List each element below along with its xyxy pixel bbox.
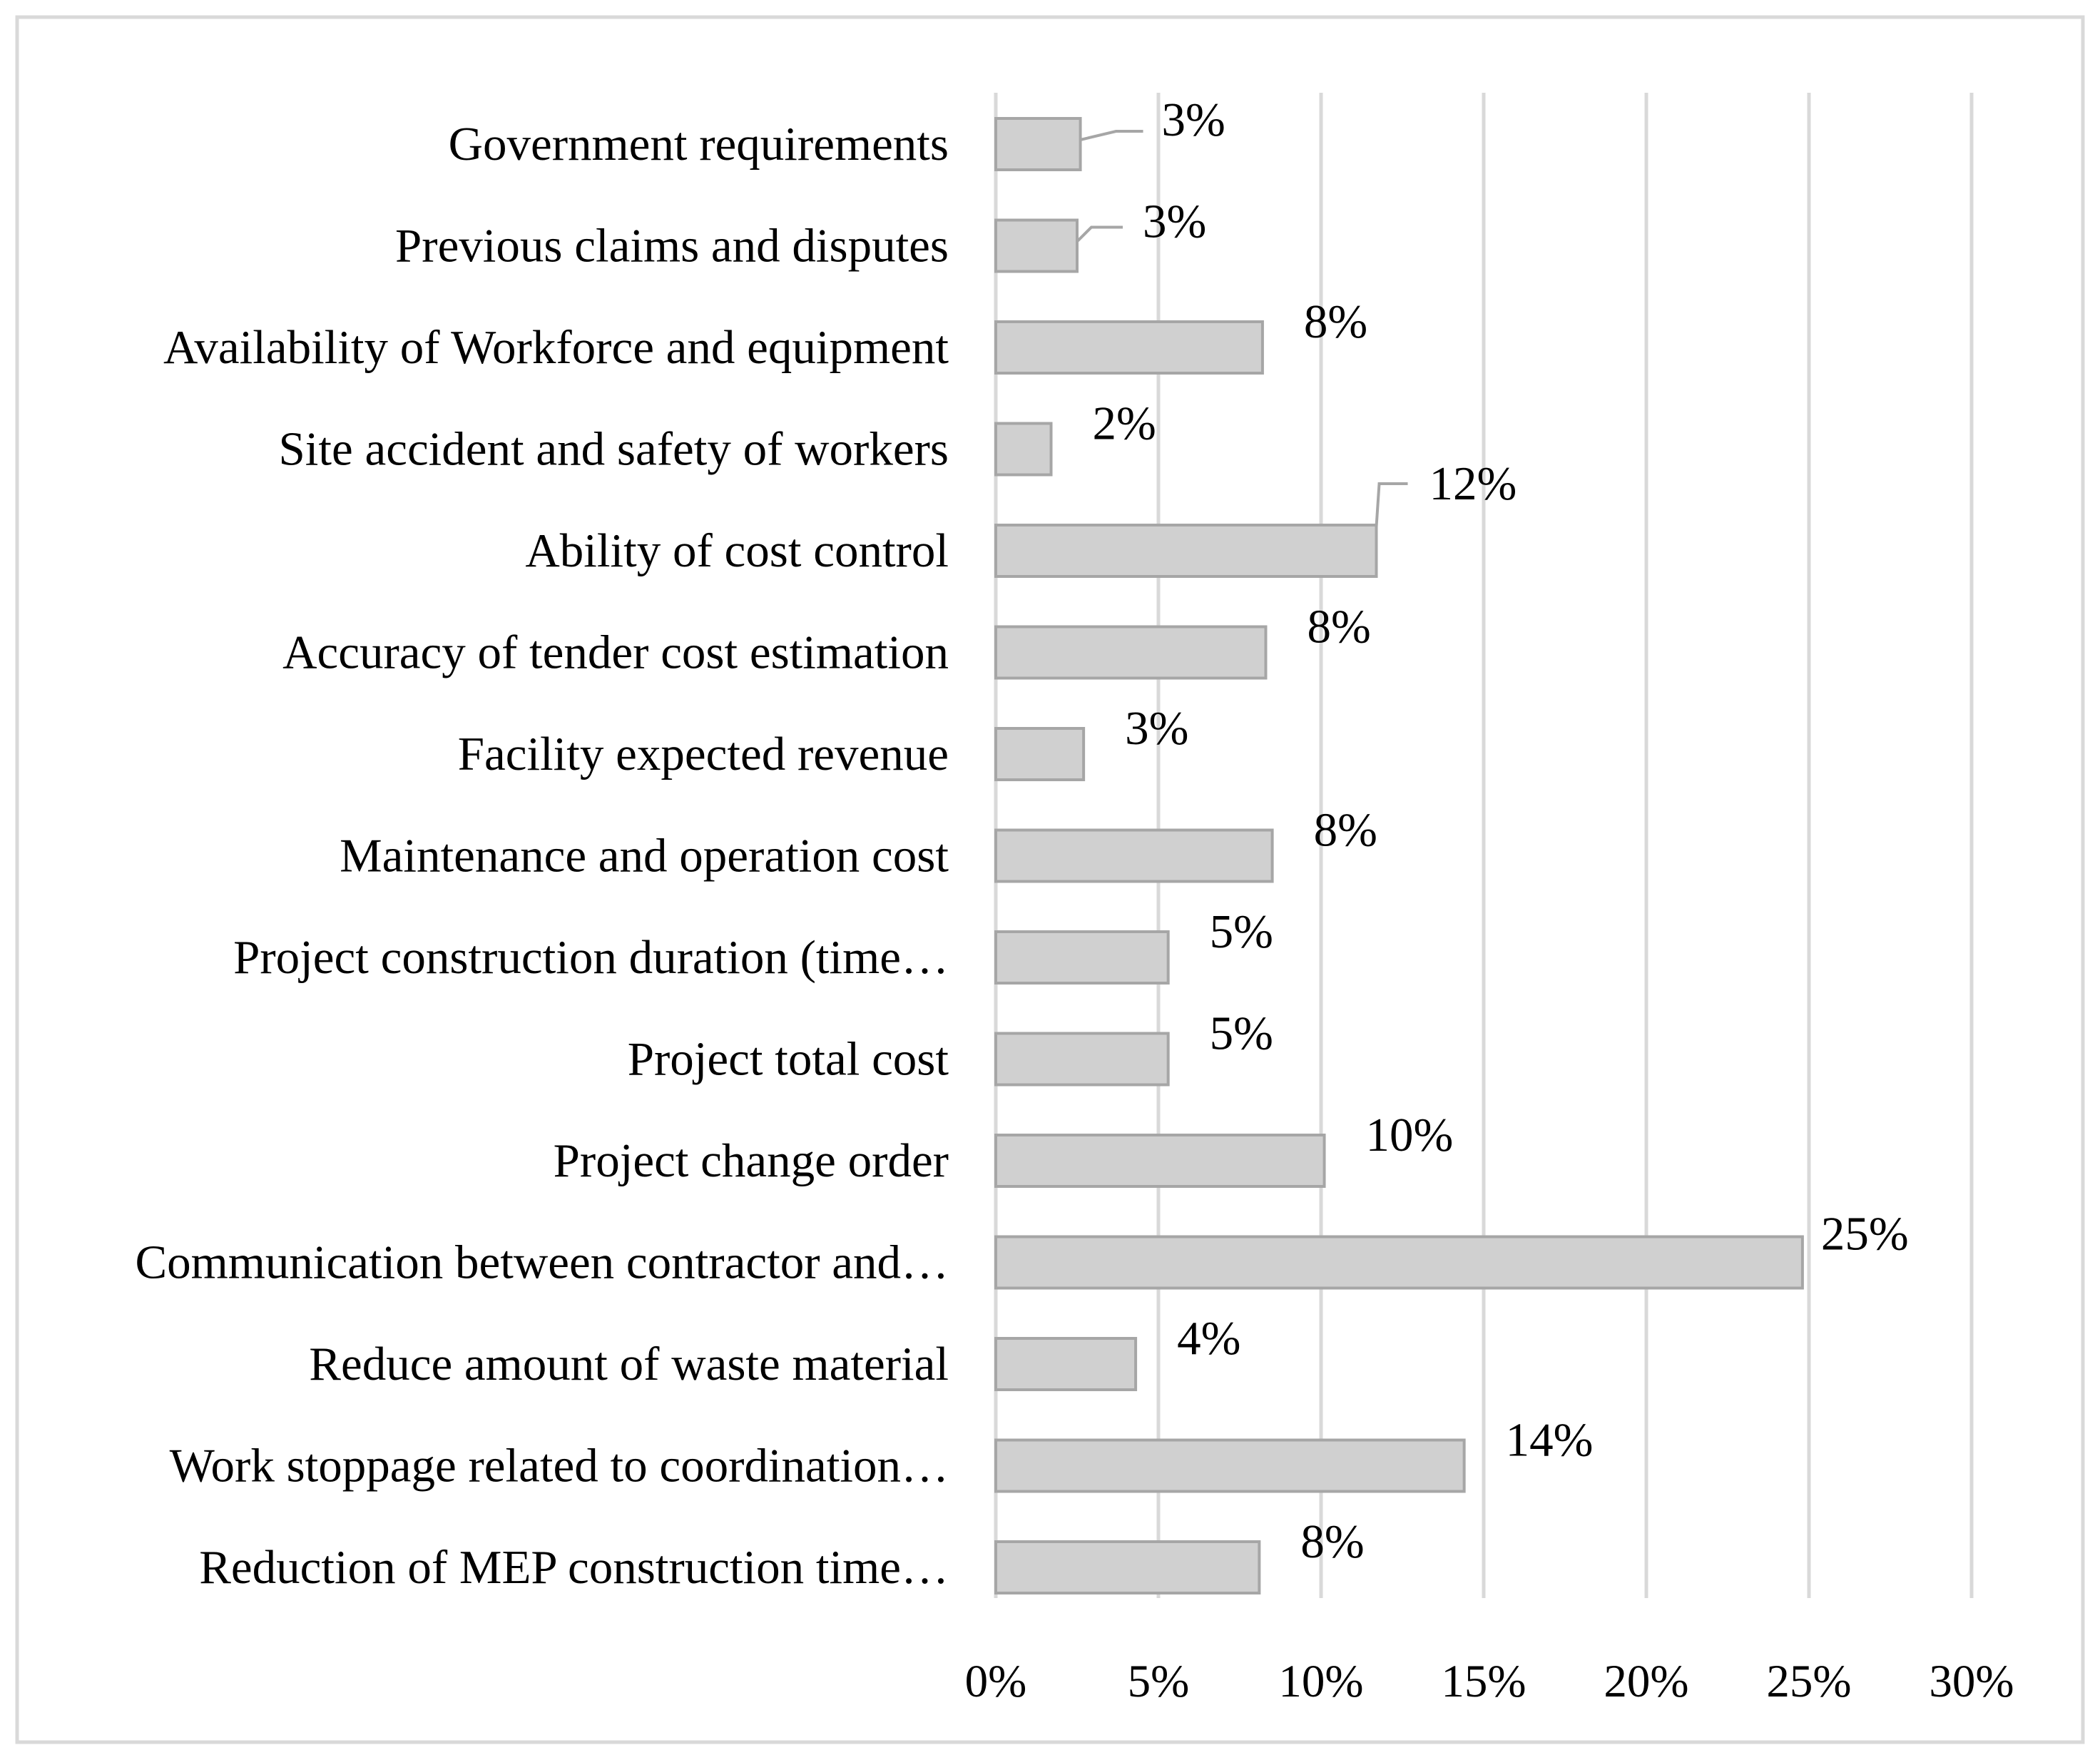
x-tick-label-6: 30% (1929, 1656, 2014, 1707)
data-label-8: 5% (1210, 905, 1273, 958)
category-label-1: Previous claims and disputes (395, 220, 949, 273)
x-tick-label-5: 25% (1766, 1656, 1851, 1707)
x-tick-label-3: 15% (1441, 1656, 1526, 1707)
data-label-0: 3% (1162, 93, 1225, 146)
data-label-12: 4% (1177, 1312, 1240, 1365)
category-label-3: Site accident and safety of workers (278, 423, 949, 476)
data-label-3: 2% (1093, 397, 1156, 450)
bar-6 (994, 727, 1086, 781)
data-label-2: 8% (1304, 295, 1367, 348)
data-labels: 3% 3% 8% 2% 12% 8% 3% 8% 5% 5% 10% 25% 4% 14% 8% (1093, 93, 1909, 1568)
bar-5 (994, 625, 1268, 680)
category-label-11: Communication between contractor and… (135, 1236, 949, 1289)
category-label-9: Project total cost (628, 1033, 949, 1086)
leader-line-0 (1080, 130, 1143, 141)
data-label-10: 10% (1366, 1109, 1454, 1161)
leader-line-4 (1375, 482, 1408, 527)
category-label-4: Ability of cost control (525, 524, 949, 577)
category-labels: Government requirements Previous claims a… (135, 118, 949, 1594)
bar-0 (994, 117, 1082, 171)
bars (994, 117, 1804, 1594)
bar-1 (994, 218, 1079, 273)
data-label-6: 3% (1125, 702, 1188, 755)
category-label-12: Reduce amount of waste material (309, 1338, 949, 1390)
data-label-14: 8% (1300, 1515, 1364, 1568)
bar-9 (994, 1032, 1170, 1087)
bar-8 (994, 930, 1170, 985)
data-label-5: 8% (1307, 601, 1370, 653)
x-tick-label-2: 10% (1278, 1656, 1363, 1707)
bar-2 (994, 320, 1264, 375)
x-tick-label-0: 0% (965, 1656, 1027, 1707)
data-label-13: 14% (1506, 1414, 1594, 1467)
bar-7 (994, 828, 1274, 883)
data-label-1: 3% (1143, 195, 1206, 248)
category-label-5: Accuracy of tender cost estimation (282, 626, 949, 679)
bar-4 (994, 524, 1378, 578)
category-label-10: Project change order (554, 1134, 949, 1187)
bar-10 (994, 1134, 1326, 1188)
bar-13 (994, 1438, 1466, 1493)
category-label-0: Government requirements (449, 118, 949, 171)
category-label-6: Facility expected revenue (458, 728, 949, 780)
x-axis-tick-labels: 0% 5% 10% 15% 20% 25% 30% (965, 1656, 2014, 1707)
data-label-9: 5% (1210, 1007, 1273, 1060)
bar-14 (994, 1540, 1261, 1594)
data-label-11: 25% (1821, 1208, 1909, 1261)
leader-line-1 (1076, 225, 1123, 243)
data-label-4: 12% (1429, 457, 1517, 510)
bar-11 (994, 1235, 1804, 1290)
category-label-13: Work stoppage related to coordination… (170, 1440, 949, 1492)
bar-12 (994, 1337, 1138, 1391)
category-label-14: Reduction of MEP construction time… (199, 1541, 949, 1594)
category-label-8: Project construction duration (time… (233, 931, 949, 984)
leader-lines (1076, 130, 1408, 527)
category-label-2: Availability of Workforce and equipment (163, 321, 949, 374)
x-tick-label-4: 20% (1604, 1656, 1688, 1707)
data-label-7: 8% (1314, 804, 1377, 857)
bar-3 (994, 422, 1053, 477)
category-label-7: Maintenance and operation cost (340, 830, 949, 882)
x-tick-label-1: 5% (1128, 1656, 1190, 1707)
